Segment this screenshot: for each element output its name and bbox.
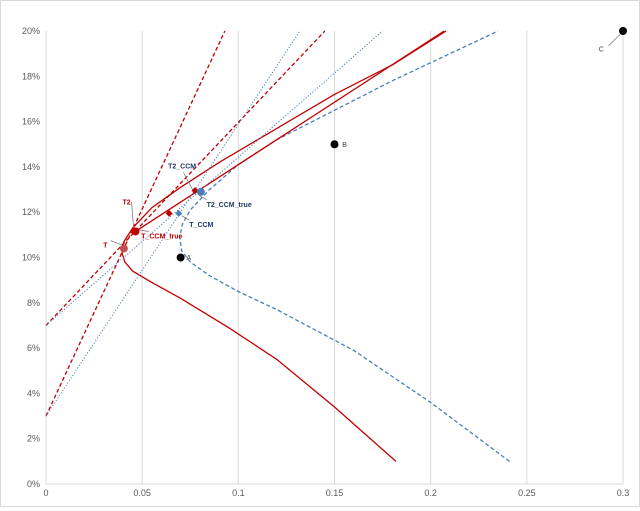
callout-line bbox=[110, 240, 123, 246]
tangent-line-dashed bbox=[45, 30, 226, 417]
point-c bbox=[619, 27, 627, 35]
grid-layer bbox=[45, 31, 624, 484]
callout-line bbox=[131, 201, 134, 227]
y-tick-label: 20% bbox=[22, 26, 40, 36]
y-tick-label: 2% bbox=[27, 434, 40, 444]
y-tick-label: 16% bbox=[22, 117, 40, 127]
point-b bbox=[330, 140, 339, 149]
callout-line bbox=[181, 215, 190, 221]
y-tick-label: 6% bbox=[27, 343, 40, 353]
data-label-c: C bbox=[599, 47, 604, 54]
tangent-line-dotted bbox=[45, 30, 301, 417]
data-label-t2: T2 bbox=[122, 200, 130, 207]
tangent-line-dotted bbox=[45, 30, 383, 326]
line-layer bbox=[45, 30, 621, 462]
axis-layer: 0 0.05 0.1 0.15 0.2 0.25 0.3 0% 2% 4% 6% 8% 10% 12% 14… bbox=[22, 26, 629, 498]
label-layer: A B C T T2 T_CCM_true T_CCM T2_CCM T2_CCM_true bbox=[103, 47, 604, 262]
x-tick-label: 0.3 bbox=[617, 488, 630, 498]
point-t2-ccm-true bbox=[196, 187, 205, 196]
point-t2 bbox=[131, 227, 140, 236]
point-a bbox=[176, 253, 185, 262]
point-unlabeled bbox=[165, 209, 173, 217]
point-t bbox=[119, 244, 128, 253]
x-tick-label: 0 bbox=[43, 488, 48, 498]
point-t-ccm bbox=[175, 209, 183, 217]
data-label-a: A bbox=[186, 255, 191, 262]
y-tick-label: 4% bbox=[27, 388, 40, 398]
point-t2-ccm bbox=[191, 187, 199, 195]
callout-line bbox=[183, 172, 194, 191]
tangent-line-dashed bbox=[45, 30, 326, 326]
data-label-t: T bbox=[103, 243, 108, 250]
y-tick-label: 0% bbox=[27, 479, 40, 489]
y-tick-label: 18% bbox=[22, 71, 40, 81]
point-layer bbox=[119, 27, 627, 262]
x-tick-label: 0.25 bbox=[518, 488, 536, 498]
callout-line bbox=[608, 34, 621, 47]
data-label-t-ccm-true: T_CCM_true bbox=[141, 233, 182, 240]
y-tick-label: 8% bbox=[27, 298, 40, 308]
y-tick-label: 10% bbox=[22, 253, 40, 263]
frontier-curve-solid bbox=[121, 30, 447, 462]
x-tick-label: 0.05 bbox=[133, 488, 151, 498]
data-label-t-ccm: T_CCM bbox=[189, 222, 213, 229]
x-tick-label: 0.1 bbox=[232, 488, 245, 498]
data-label-t2-ccm: T2_CCM bbox=[168, 163, 196, 170]
callout-line bbox=[198, 194, 207, 201]
tangent-line-solid bbox=[135, 30, 445, 232]
y-tick-label: 12% bbox=[22, 207, 40, 217]
data-label-b: B bbox=[342, 142, 347, 149]
x-tick-label: 0.15 bbox=[326, 488, 344, 498]
frontier-curve-dashed bbox=[179, 30, 510, 462]
x-tick-label: 0.2 bbox=[424, 488, 437, 498]
y-tick-label: 14% bbox=[22, 162, 40, 172]
data-label-t2-ccm-true: T2_CCM_true bbox=[207, 202, 252, 209]
